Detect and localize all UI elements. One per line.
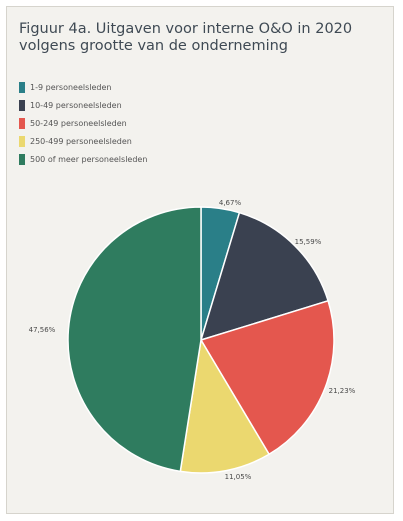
pie-slice: [199, 211, 330, 342]
legend-item: 1-9 personeelsleden: [19, 78, 147, 96]
legend-swatch: [19, 99, 25, 111]
legend-label: 250-499 personeelsleden: [30, 136, 132, 146]
slice-value-label: 15,59%: [295, 238, 322, 246]
pie-slice: [199, 299, 335, 456]
pie-slice: [67, 206, 202, 473]
legend-label: 50-249 personeelsleden: [30, 118, 127, 128]
chart-legend: 1-9 personeelsleden 10-49 personeelslede…: [19, 78, 147, 168]
slice-value-label: 11,05%: [225, 473, 252, 481]
legend-item: 500 of meer personeelsleden: [19, 150, 147, 168]
slice-value-label: 4,67%: [219, 199, 242, 207]
chart-title: Figuur 4a. Uitgaven voor interne O&O in …: [19, 21, 353, 54]
legend-swatch: [19, 117, 25, 129]
legend-label: 500 of meer personeelsleden: [30, 154, 148, 164]
legend-item: 50-249 personeelsleden: [19, 114, 147, 132]
slice-value-label: 47,56%: [29, 326, 56, 334]
legend-swatch: [19, 81, 25, 93]
slice-value-label: 21,23%: [329, 387, 356, 395]
legend-swatch: [19, 135, 25, 147]
legend-label: 10-49 personeelsleden: [30, 100, 122, 110]
legend-item: 10-49 personeelsleden: [19, 96, 147, 114]
legend-swatch: [19, 153, 25, 165]
legend-item: 250-499 personeelsleden: [19, 132, 147, 150]
pie-slice: [179, 337, 271, 474]
legend-label: 1-9 personeelsleden: [30, 82, 112, 92]
